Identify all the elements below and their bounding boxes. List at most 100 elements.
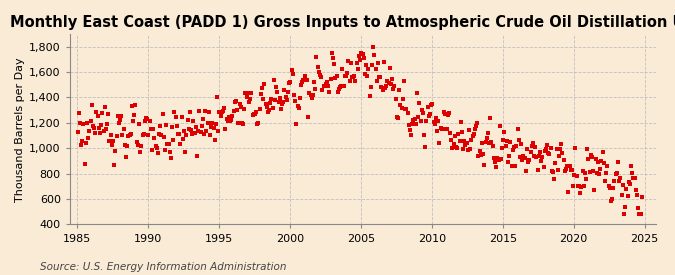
Point	[178, 137, 188, 141]
Point	[370, 67, 381, 71]
Point	[126, 131, 136, 136]
Point	[103, 112, 113, 116]
Point	[403, 123, 414, 127]
Point	[585, 169, 595, 174]
Point	[288, 72, 298, 76]
Point	[604, 185, 615, 190]
Point	[569, 173, 580, 177]
Point	[589, 188, 600, 192]
Point	[313, 70, 324, 74]
Point	[131, 140, 142, 145]
Point	[214, 110, 225, 114]
Point	[220, 126, 231, 131]
Point	[176, 115, 187, 119]
Point	[382, 79, 393, 84]
Point	[79, 161, 90, 166]
Point	[313, 65, 323, 70]
Point	[464, 128, 475, 132]
Point	[193, 129, 204, 133]
Point	[292, 103, 303, 108]
Point	[148, 126, 159, 131]
Point	[202, 121, 213, 125]
Point	[500, 144, 511, 148]
Point	[392, 115, 402, 119]
Point	[613, 160, 624, 164]
Point	[150, 144, 161, 149]
Point	[620, 205, 630, 209]
Point	[468, 131, 479, 136]
Point	[462, 148, 473, 152]
Point	[169, 110, 180, 115]
Point	[358, 56, 369, 60]
Point	[246, 91, 256, 95]
Point	[435, 126, 446, 130]
Point	[376, 84, 387, 89]
Point	[472, 121, 483, 125]
Point	[90, 130, 101, 135]
Point	[393, 116, 404, 120]
Point	[575, 191, 586, 196]
Point	[473, 154, 484, 158]
Point	[632, 193, 643, 198]
Point	[525, 150, 536, 154]
Point	[206, 125, 217, 129]
Point	[161, 123, 171, 127]
Point	[198, 117, 209, 121]
Point	[155, 124, 165, 128]
Point	[146, 148, 157, 152]
Point	[285, 80, 296, 84]
Point	[357, 52, 368, 57]
Point	[577, 169, 588, 173]
Point	[184, 110, 195, 114]
Point	[429, 122, 440, 127]
Point	[318, 84, 329, 89]
Point	[369, 53, 380, 57]
Point	[412, 115, 423, 119]
Point	[556, 142, 567, 146]
Point	[80, 141, 91, 145]
Point	[554, 154, 564, 159]
Point	[298, 77, 309, 82]
Point	[74, 111, 84, 115]
Point	[168, 138, 179, 142]
Point	[302, 78, 313, 82]
Point	[187, 132, 198, 136]
Point	[113, 121, 124, 125]
Point	[188, 119, 199, 123]
Point	[153, 151, 163, 155]
Point	[395, 103, 406, 107]
Point	[450, 134, 460, 138]
Point	[248, 112, 259, 116]
Point	[107, 143, 117, 148]
Point	[325, 77, 336, 81]
Point	[477, 141, 487, 145]
Point	[610, 172, 621, 176]
Point	[157, 112, 168, 116]
Point	[434, 140, 445, 145]
Point	[296, 83, 306, 87]
Point	[264, 108, 275, 112]
Point	[475, 152, 486, 157]
Point	[274, 95, 285, 100]
Point	[269, 98, 280, 103]
Point	[549, 177, 560, 181]
Point	[602, 164, 613, 168]
Point	[572, 184, 583, 188]
Point	[341, 74, 352, 79]
Point	[466, 138, 477, 142]
Point	[417, 111, 428, 115]
Point	[138, 131, 149, 136]
Point	[447, 146, 458, 150]
Point	[529, 153, 539, 158]
Point	[294, 106, 304, 110]
Point	[375, 75, 385, 79]
Point	[505, 139, 516, 144]
Point	[506, 164, 517, 169]
Point	[371, 79, 382, 84]
Point	[170, 114, 181, 119]
Point	[86, 103, 97, 107]
Point	[305, 93, 316, 97]
Point	[628, 176, 639, 180]
Point	[333, 87, 344, 91]
Point	[580, 171, 591, 175]
